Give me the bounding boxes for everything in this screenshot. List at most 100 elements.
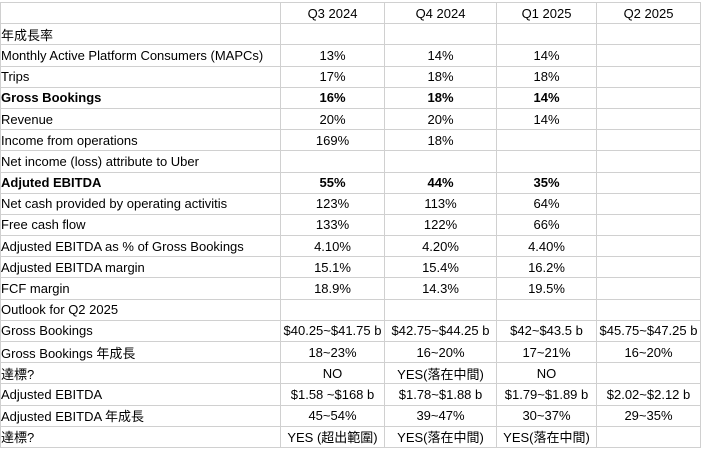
value-cell[interactable]: 16~20% (384, 340, 497, 364)
value-cell[interactable] (496, 23, 597, 46)
value-cell[interactable]: 13% (280, 44, 385, 67)
value-cell[interactable]: $42~$43.5 b (496, 319, 597, 343)
value-cell[interactable]: 14.3% (384, 277, 497, 300)
value-cell[interactable]: 18~23% (280, 340, 385, 364)
value-cell[interactable] (496, 129, 597, 152)
value-cell[interactable]: 14% (496, 107, 597, 131)
value-cell[interactable]: 55% (280, 171, 385, 194)
value-cell[interactable]: 35% (496, 171, 597, 194)
value-cell[interactable]: 20% (280, 107, 385, 131)
value-cell[interactable]: 15.1% (280, 256, 385, 279)
value-cell[interactable]: 18% (384, 65, 497, 88)
value-cell[interactable]: 4.20% (384, 235, 497, 258)
row-label-cell[interactable]: Adjuted EBITDA (0, 171, 281, 194)
value-cell[interactable]: 113% (384, 192, 497, 215)
value-cell[interactable]: 19.5% (496, 277, 597, 300)
value-cell[interactable]: $2.02~$2.12 b (596, 383, 701, 406)
value-cell[interactable]: 169% (280, 129, 385, 152)
value-cell[interactable] (596, 23, 701, 46)
row-label-cell[interactable]: Net income (loss) attribute to Uber (0, 150, 281, 173)
row-label-cell[interactable]: Gross Bookings (0, 319, 281, 343)
value-cell[interactable] (596, 277, 701, 300)
row-label-cell[interactable]: Adjusted EBITDA (0, 383, 281, 406)
row-label-cell[interactable]: Gross Bookings (0, 86, 281, 109)
value-cell[interactable]: YES(落在中間) (496, 425, 597, 448)
value-cell[interactable]: 17~21% (496, 340, 597, 364)
value-cell[interactable]: 18% (384, 86, 497, 109)
row-label-cell[interactable]: Adjusted EBITDA margin (0, 256, 281, 279)
value-cell[interactable]: YES(落在中間) (384, 362, 497, 385)
value-cell[interactable]: 14% (496, 86, 597, 109)
value-cell[interactable] (596, 129, 701, 152)
value-cell[interactable]: NO (280, 362, 385, 385)
value-cell[interactable]: 123% (280, 192, 385, 215)
row-label-cell[interactable]: Monthly Active Platform Consumers (MAPCs… (0, 44, 281, 67)
value-cell[interactable]: 4.10% (280, 235, 385, 258)
row-label-cell[interactable]: Net cash provided by operating activitis (0, 192, 281, 215)
value-cell[interactable] (596, 362, 701, 385)
value-cell[interactable]: 29~35% (596, 404, 701, 427)
row-label-cell[interactable]: Revenue (0, 107, 281, 131)
value-cell[interactable]: 15.4% (384, 256, 497, 279)
value-cell[interactable]: 122% (384, 213, 497, 237)
value-cell[interactable] (280, 150, 385, 173)
row-label-cell[interactable]: Gross Bookings 年成長 (0, 340, 281, 364)
value-cell[interactable] (496, 150, 597, 173)
column-header[interactable]: Q1 2025 (496, 1, 597, 25)
value-cell[interactable]: 30~37% (496, 404, 597, 427)
row-label-cell[interactable]: 年成長率 (0, 23, 281, 46)
value-cell[interactable]: YES(落在中間) (384, 425, 497, 448)
row-label-cell[interactable]: FCF margin (0, 277, 281, 300)
value-cell[interactable] (596, 213, 701, 237)
value-cell[interactable]: 64% (496, 192, 597, 215)
value-cell[interactable] (596, 298, 701, 321)
value-cell[interactable] (596, 107, 701, 131)
value-cell[interactable] (596, 235, 701, 258)
value-cell[interactable]: 45~54% (280, 404, 385, 427)
value-cell[interactable] (496, 298, 597, 321)
value-cell[interactable]: 14% (384, 44, 497, 67)
value-cell[interactable]: 44% (384, 171, 497, 194)
value-cell[interactable] (596, 86, 701, 109)
value-cell[interactable] (384, 150, 497, 173)
value-cell[interactable]: 16% (280, 86, 385, 109)
value-cell[interactable] (596, 425, 701, 448)
row-label-cell[interactable]: Free cash flow (0, 213, 281, 237)
row-label-cell[interactable]: Trips (0, 65, 281, 88)
value-cell[interactable] (280, 298, 385, 321)
value-cell[interactable]: $1.78~$1.88 b (384, 383, 497, 406)
value-cell[interactable]: 18.9% (280, 277, 385, 300)
value-cell[interactable]: 18% (496, 65, 597, 88)
value-cell[interactable]: 4.40% (496, 235, 597, 258)
value-cell[interactable]: NO (496, 362, 597, 385)
value-cell[interactable] (384, 298, 497, 321)
value-cell[interactable]: $40.25~$41.75 b (280, 319, 385, 343)
row-label-cell[interactable]: Adjusted EBITDA as % of Gross Bookings (0, 235, 281, 258)
value-cell[interactable]: 17% (280, 65, 385, 88)
value-cell[interactable]: 20% (384, 107, 497, 131)
value-cell[interactable]: 39~47% (384, 404, 497, 427)
value-cell[interactable]: $1.79~$1.89 b (496, 383, 597, 406)
row-label-cell[interactable]: Income from operations (0, 129, 281, 152)
value-cell[interactable]: $45.75~$47.25 b (596, 319, 701, 343)
row-label-cell[interactable]: 達標? (0, 362, 281, 385)
column-header[interactable]: Q2 2025 (596, 1, 701, 25)
value-cell[interactable]: YES (超出範圍) (280, 425, 385, 448)
corner-cell[interactable] (0, 1, 281, 25)
value-cell[interactable] (280, 23, 385, 46)
value-cell[interactable]: $1.58 ~$168 b (280, 383, 385, 406)
value-cell[interactable]: $42.75~$44.25 b (384, 319, 497, 343)
value-cell[interactable] (596, 256, 701, 279)
column-header[interactable]: Q4 2024 (384, 1, 497, 25)
value-cell[interactable] (596, 65, 701, 88)
column-header[interactable]: Q3 2024 (280, 1, 385, 25)
row-label-cell[interactable]: Adjusted EBITDA 年成長 (0, 404, 281, 427)
value-cell[interactable]: 66% (496, 213, 597, 237)
value-cell[interactable]: 16~20% (596, 340, 701, 364)
value-cell[interactable] (596, 171, 701, 194)
row-label-cell[interactable]: Outlook for Q2 2025 (0, 298, 281, 321)
value-cell[interactable]: 14% (496, 44, 597, 67)
value-cell[interactable]: 16.2% (496, 256, 597, 279)
value-cell[interactable] (596, 150, 701, 173)
value-cell[interactable]: 18% (384, 129, 497, 152)
